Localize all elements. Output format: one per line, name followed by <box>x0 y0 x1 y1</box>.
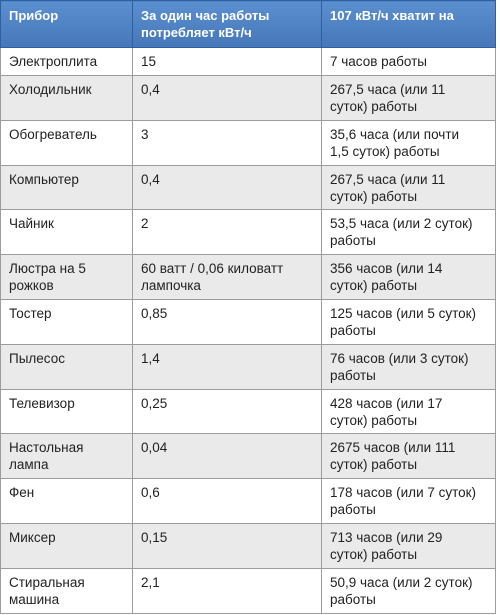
duration-cell: 53,5 часа (или 2 суток) работы <box>321 209 496 256</box>
device-cell: Пылесос <box>0 343 133 390</box>
duration-cell: 35,6 часа (или почти 1,5 суток) работы <box>321 119 496 166</box>
duration-cell: 267,5 часа (или 11 суток) работы <box>321 75 496 121</box>
table-row: Телевизор 0,25 428 часов (или 17 суток) ра… <box>0 388 496 435</box>
consumption-cell: 15 <box>132 47 322 76</box>
table-row: Пылесос 1,4 76 часов (или 3 суток) работы <box>0 343 496 390</box>
duration-cell: 50,9 часа (или 2 суток) работы <box>321 567 496 614</box>
consumption-cell: 0,4 <box>132 75 322 121</box>
device-cell: Телевизор <box>0 388 133 435</box>
table-row: Фен 0,6 178 часов (или 7 суток) работы <box>0 478 496 524</box>
table-body: Электроплита 15 7 часов работы Холодильник 0… <box>0 47 496 614</box>
duration-cell: 7 часов работы <box>321 47 496 76</box>
device-cell: Электроплита <box>0 47 133 76</box>
consumption-cell: 0,4 <box>132 164 322 211</box>
device-cell: Обогреватель <box>0 119 133 166</box>
device-cell: Люстра на 5 рожков <box>0 254 133 300</box>
table-row: Чайник 2 53,5 часа (или 2 суток) работы <box>0 209 496 256</box>
table-row: Обогреватель 3 35,6 часа (или почти 1,5 су… <box>0 119 496 166</box>
device-cell: Миксер <box>0 522 133 569</box>
table-row: Электроплита 15 7 часов работы <box>0 47 496 76</box>
duration-cell: 178 часов (или 7 суток) работы <box>321 478 496 524</box>
table-row: Настольная лампа 0,04 2675 часов (или 111 … <box>0 433 496 480</box>
consumption-cell: 1,4 <box>132 343 322 390</box>
duration-cell: 428 часов (или 17 суток) работы <box>321 388 496 435</box>
header-device: Прибор <box>0 0 133 48</box>
duration-cell: 713 часов (или 29 суток) работы <box>321 522 496 569</box>
device-cell: Холодильник <box>0 75 133 121</box>
device-cell: Компьютер <box>0 164 133 211</box>
consumption-cell: 3 <box>132 119 322 166</box>
table-header-row: Прибор За один час работы потребляет кВт… <box>0 0 496 48</box>
device-cell: Тостер <box>0 298 133 345</box>
consumption-cell: 60 ватт / 0,06 киловатт лампочка <box>132 254 322 300</box>
consumption-cell: 2 <box>132 209 322 256</box>
table-row: Люстра на 5 рожков 60 ватт / 0,06 киловат… <box>0 254 496 300</box>
consumption-cell: 0,25 <box>132 388 322 435</box>
duration-cell: 125 часов (или 5 суток) работы <box>321 298 496 345</box>
consumption-cell: 0,15 <box>132 522 322 569</box>
device-cell: Стиральная машина <box>0 567 133 614</box>
consumption-cell: 2,1 <box>132 567 322 614</box>
duration-cell: 76 часов (или 3 суток) работы <box>321 343 496 390</box>
device-cell: Фен <box>0 478 133 524</box>
table-row: Компьютер 0,4 267,5 часа (или 11 суток) ра… <box>0 164 496 211</box>
consumption-cell: 0,6 <box>132 478 322 524</box>
header-107-kwh-enough-for: 107 кВт/ч хватит на <box>321 0 496 48</box>
table-row: Тостер 0,85 125 часов (или 5 суток) работы <box>0 298 496 345</box>
table-row: Стиральная машина 2,1 50,9 часа (или 2 сут… <box>0 567 496 614</box>
header-consumption-per-hour: За один час работы потребляет кВт/ч <box>132 0 322 48</box>
duration-cell: 2675 часов (или 111 суток) работы <box>321 433 496 480</box>
consumption-cell: 0,85 <box>132 298 322 345</box>
device-cell: Чайник <box>0 209 133 256</box>
device-cell: Настольная лампа <box>0 433 133 480</box>
duration-cell: 356 часов (или 14 суток) работы <box>321 254 496 300</box>
table-row: Холодильник 0,4 267,5 часа (или 11 суток) … <box>0 75 496 121</box>
table-row: Миксер 0,15 713 часов (или 29 суток) работ… <box>0 522 496 569</box>
consumption-cell: 0,04 <box>132 433 322 480</box>
duration-cell: 267,5 часа (или 11 суток) работы <box>321 164 496 211</box>
